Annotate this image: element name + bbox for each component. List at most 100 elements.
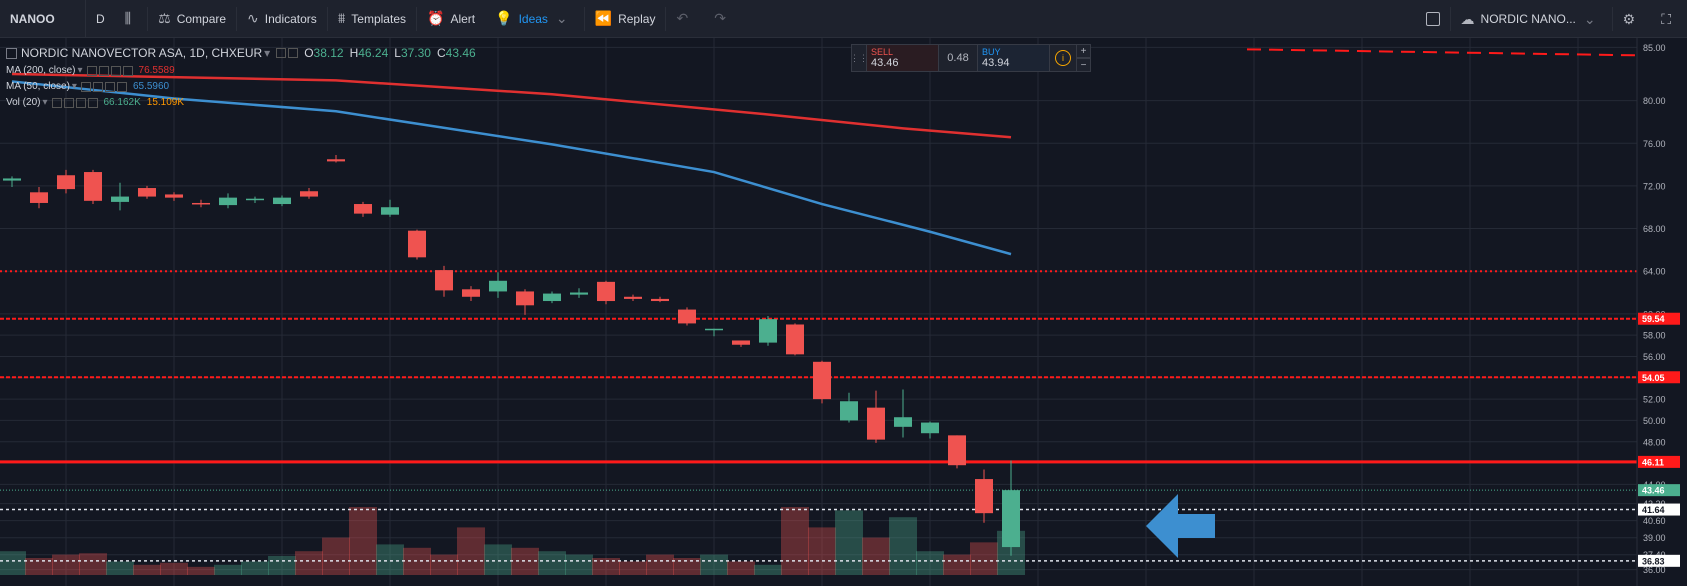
trading-panel: ⋮⋮ SELL 43.46 0.48 BUY 43.94 i + − xyxy=(850,44,1091,72)
price-tick-label: 36.00 xyxy=(1643,565,1666,575)
price-tick-label: 58.00 xyxy=(1643,331,1666,341)
price-chart[interactable]: 36.0037.4039.0040.6042.2044.0046.0048.00… xyxy=(0,38,1687,586)
info-button[interactable]: i xyxy=(1050,44,1077,72)
volume-bars xyxy=(0,507,1025,575)
chevron-down-icon: ⌄ xyxy=(555,10,568,26)
chevron-down-icon[interactable]: ▾ xyxy=(71,81,77,92)
settings-button[interactable]: ⚙ xyxy=(1613,0,1652,38)
chart-type-button[interactable]: ⫼ xyxy=(115,0,147,38)
price-axis[interactable]: 36.0037.4039.0040.6042.2044.0046.0048.00… xyxy=(1636,38,1687,586)
chevron-down-icon[interactable]: ▾ xyxy=(42,97,48,108)
volume-bar xyxy=(160,562,188,575)
ma200-line xyxy=(11,72,1012,139)
volume-bar xyxy=(0,551,26,575)
volume-bar xyxy=(79,553,107,575)
volume-bar xyxy=(781,507,809,575)
undo-button[interactable]: ↶ xyxy=(666,0,704,38)
ma50-line xyxy=(11,80,1012,256)
undo-icon: ↶ xyxy=(676,10,689,26)
volume-bar xyxy=(25,558,53,575)
sell-button[interactable]: SELL 43.46 xyxy=(867,44,939,72)
candle-body xyxy=(381,207,399,215)
candle-body xyxy=(111,196,129,202)
volume-label[interactable]: Vol (20) xyxy=(6,97,41,108)
volume-bar xyxy=(808,527,836,575)
candle-body xyxy=(624,296,642,299)
remove-icon[interactable] xyxy=(116,81,127,92)
divider xyxy=(326,6,328,31)
indicators-button[interactable]: ∿ Indicators xyxy=(237,0,327,38)
hide-icon[interactable] xyxy=(80,81,91,92)
chevron-down-icon[interactable]: ▾ xyxy=(264,46,271,60)
price-tick-label: 48.00 xyxy=(1643,437,1666,447)
hide-icon[interactable] xyxy=(276,48,287,58)
candle-body xyxy=(246,198,264,201)
candle-body xyxy=(84,172,102,201)
candle-body xyxy=(678,309,696,324)
remove-icon[interactable] xyxy=(288,48,299,58)
symbol-search[interactable]: NANOO xyxy=(0,0,86,38)
candle-body xyxy=(759,319,777,343)
white-level-tag: 41.64 xyxy=(1642,505,1665,515)
ma200-value: 76.5589 xyxy=(138,65,175,76)
volume-bar xyxy=(592,558,620,575)
remove-icon[interactable] xyxy=(87,97,98,108)
candle-body xyxy=(840,401,858,421)
lightbulb-icon: 💡 xyxy=(495,10,513,26)
hide-icon[interactable] xyxy=(51,97,62,108)
layout-button[interactable] xyxy=(1416,0,1450,38)
price-tick-label: 40.60 xyxy=(1643,516,1666,526)
hide-icon[interactable] xyxy=(86,65,97,76)
redo-button[interactable]: ↷ xyxy=(704,0,742,38)
templates-label: Templates xyxy=(351,11,406,26)
templates-button[interactable]: ⩩ Templates xyxy=(328,0,416,38)
ma50-label[interactable]: MA (50, close) xyxy=(6,81,70,92)
buy-button[interactable]: BUY 43.94 xyxy=(978,44,1050,72)
sell-label: SELL xyxy=(871,47,894,57)
volume-bar xyxy=(52,554,80,575)
add-icon[interactable] xyxy=(104,81,115,92)
symbol-title[interactable]: NORDIC NANOVECTOR ASA, 1D, CHXEUR xyxy=(21,46,263,60)
interval-label: D xyxy=(96,11,105,26)
volume-bar xyxy=(538,551,566,575)
fullscreen-button[interactable]: ⛶ xyxy=(1651,0,1687,38)
volume-bar xyxy=(241,561,269,575)
minus-button[interactable]: − xyxy=(1077,58,1091,72)
price-tick-label: 50.00 xyxy=(1643,416,1666,426)
candle-body xyxy=(489,280,507,292)
price-tick-label: 52.00 xyxy=(1643,395,1666,405)
replay-button[interactable]: ⏪ Replay xyxy=(585,0,666,38)
symbol-right-button[interactable]: ☁ NORDIC NANO... ⌄ xyxy=(1451,0,1612,38)
candle-body xyxy=(813,361,831,400)
volume-bar xyxy=(862,537,890,575)
volume-bar xyxy=(754,564,782,575)
ideas-button[interactable]: 💡 Ideas ⌄ xyxy=(485,0,584,38)
volume-bar xyxy=(322,537,350,575)
chevron-down-icon[interactable]: ▾ xyxy=(77,65,83,76)
price-tick-label: 72.00 xyxy=(1643,181,1666,191)
alert-label: Alert xyxy=(450,11,476,26)
alert-button[interactable]: ⏰ Alert xyxy=(417,0,485,38)
collapse-icon[interactable] xyxy=(6,47,17,59)
interval-button[interactable]: D xyxy=(86,0,115,38)
candle-body xyxy=(3,178,21,181)
volume-bar xyxy=(889,517,917,575)
sell-price: 43.46 xyxy=(871,57,899,69)
drag-handle-icon[interactable]: ⋮⋮ xyxy=(850,44,868,72)
add-icon[interactable] xyxy=(75,97,86,108)
ma200-label[interactable]: MA (200, close) xyxy=(6,65,76,76)
volume-bar xyxy=(457,527,485,575)
settings-icon[interactable] xyxy=(63,97,74,108)
settings-icon[interactable] xyxy=(92,81,103,92)
plus-button[interactable]: + xyxy=(1077,44,1091,58)
candle-body xyxy=(138,188,156,197)
add-icon[interactable] xyxy=(110,65,121,76)
remove-icon[interactable] xyxy=(122,65,133,76)
divider xyxy=(236,6,238,31)
buy-price: 43.94 xyxy=(982,57,1010,69)
divider xyxy=(416,6,417,31)
open-value: 38.12 xyxy=(313,46,344,60)
left-arrow-icon xyxy=(1146,494,1215,558)
compare-button[interactable]: ⚖ Compare xyxy=(148,0,236,38)
settings-icon[interactable] xyxy=(98,65,109,76)
